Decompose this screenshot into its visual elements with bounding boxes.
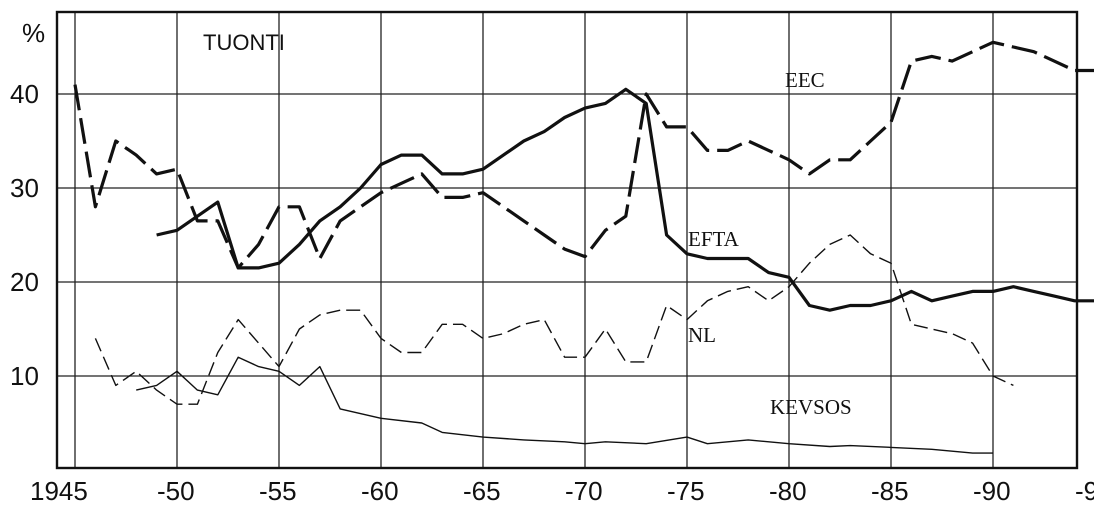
series-label-eec: EEC: [785, 68, 825, 92]
x-tick-label: -70: [565, 476, 603, 506]
x-tick-label: -65: [463, 476, 501, 506]
series-line-efta: [156, 87, 1094, 312]
series-line-nl: [94, 234, 1014, 405]
y-tick-label: 40: [10, 79, 39, 109]
series-label-nl: NL: [688, 323, 716, 347]
plot-frame: [55, 10, 1079, 470]
x-tick-label: -80: [769, 476, 807, 506]
y-tick-label: 20: [10, 267, 39, 297]
series-line-kevsos: [136, 356, 993, 454]
series-label-kevsos: KEVSOS: [770, 395, 852, 419]
x-tick-label: -50: [157, 476, 195, 506]
series-label-efta: EFTA: [688, 227, 740, 251]
x-tick-label: -55: [259, 476, 297, 506]
x-tick-label: -95: [1075, 476, 1094, 506]
x-tick-label: -85: [871, 476, 909, 506]
series-line-eec: [73, 40, 1094, 270]
x-tick-label: 1945: [30, 476, 88, 506]
series-layer: [73, 40, 1094, 454]
x-tick-label: -75: [667, 476, 705, 506]
x-tick-label: -60: [361, 476, 399, 506]
axis-tick-labels: 1945 -50 -55 -60 -65 -70 -75 -80 -85 -90 -95 10 20 30…: [10, 79, 1094, 506]
chart-title: TUONTI: [203, 30, 285, 55]
y-axis-label: %: [22, 18, 45, 48]
y-tick-label: 30: [10, 173, 39, 203]
y-tick-label: 10: [10, 361, 39, 391]
x-tick-label: -90: [973, 476, 1011, 506]
grid: [57, 12, 1077, 468]
